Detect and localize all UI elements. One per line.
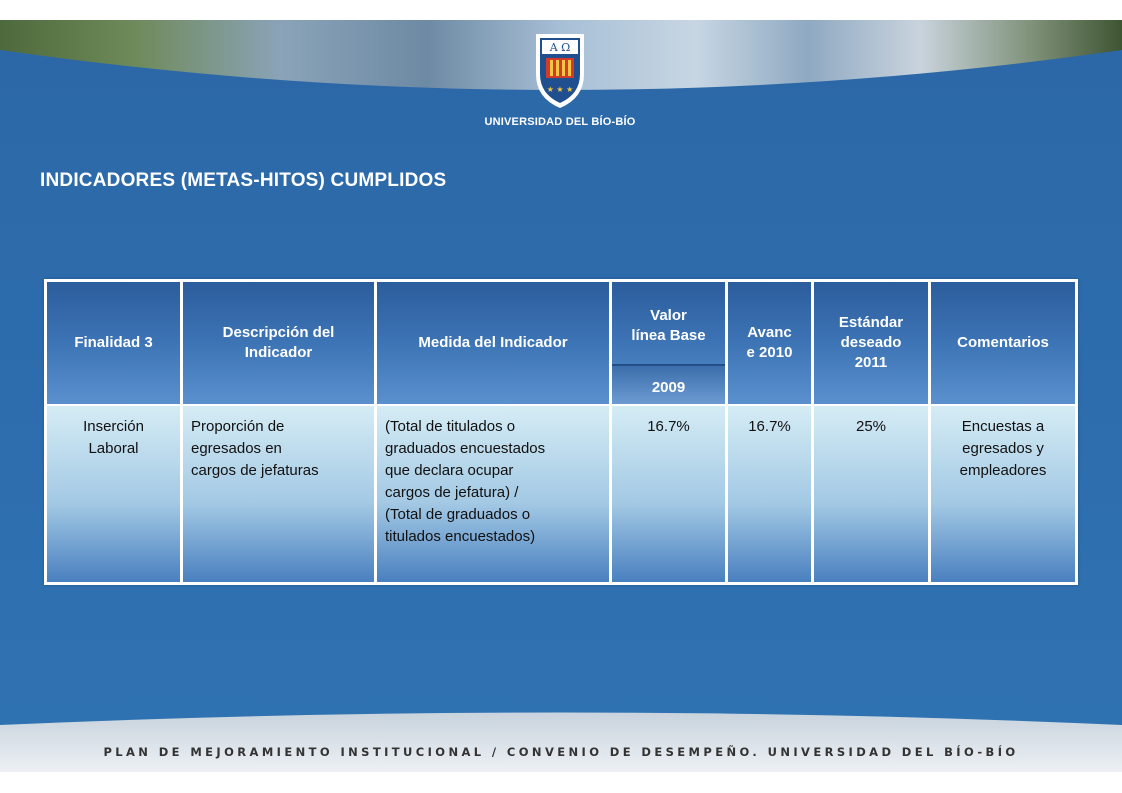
cell-estandar: 25%	[814, 406, 928, 582]
header-comentarios: Comentarios	[931, 282, 1075, 404]
cell-medida: (Total de titulados o graduados encuesta…	[377, 406, 609, 582]
header-descripcion-line2: Indicador	[244, 344, 313, 361]
indicators-table: Finalidad 3 Descripción del Indicador Me…	[44, 279, 1078, 585]
cell-medida-line4: cargos de jefatura) /	[385, 484, 519, 501]
cell-comentarios-line2: egresados y	[962, 440, 1044, 457]
svg-text:★ ★ ★: ★ ★ ★	[547, 85, 574, 94]
header-estandar: Estándar deseado 2011	[814, 282, 928, 404]
cell-finalidad-line1: Inserción	[83, 418, 144, 435]
header-avance-line2: e 2010	[746, 344, 793, 361]
column-divider	[180, 282, 183, 582]
column-divider	[725, 282, 728, 582]
cell-finalidad: Inserción Laboral	[47, 406, 180, 582]
header-row-divider	[47, 404, 1075, 406]
header-avance: Avanc e 2010	[728, 282, 811, 404]
cell-finalidad-line2: Laboral	[88, 440, 139, 457]
header-estandar-line2: deseado	[840, 334, 902, 351]
cell-comentarios-line3: empleadores	[959, 462, 1047, 479]
header-estandar-line3: 2011	[854, 354, 888, 371]
column-divider	[374, 282, 377, 582]
header-medida: Medida del Indicador	[377, 282, 609, 404]
cell-valor-value: 16.7%	[647, 418, 690, 435]
header-descripcion: Descripción del Indicador	[183, 282, 374, 404]
header-valor-line1: Valor	[650, 307, 687, 324]
header-valor-year: 2009	[651, 379, 686, 396]
header-valor: Valor línea Base 2009	[612, 282, 725, 404]
column-divider	[609, 282, 612, 582]
header-finalidad: Finalidad 3	[47, 282, 180, 404]
header-medida-label: Medida del Indicador	[418, 334, 568, 351]
header-comentarios-label: Comentarios	[957, 334, 1049, 351]
cell-avance-value: 16.7%	[748, 418, 791, 435]
cell-avance: 16.7%	[728, 406, 811, 582]
cell-medida-line1: (Total de titulados o	[385, 418, 516, 435]
cell-descripcion-line2: egresados en	[191, 440, 282, 457]
slide-title: INDICADORES (METAS-HITOS) CUMPLIDOS	[40, 170, 447, 191]
cell-medida-line3: que declara ocupar	[385, 462, 514, 479]
header-avance-line1: Avanc	[747, 324, 792, 341]
cell-descripcion-line1: Proporción de	[191, 418, 285, 435]
cell-medida-line2: graduados encuestados	[385, 440, 546, 457]
logo-letters: A Ω	[549, 41, 571, 54]
cell-comentarios-line1: Encuestas a	[961, 418, 1045, 435]
footer-text: PLAN DE MEJORAMIENTO INSTITUCIONAL / CON…	[103, 745, 1019, 759]
header-descripcion-line1: Descripción del	[222, 324, 335, 341]
cell-valor: 16.7%	[612, 406, 725, 582]
cell-descripcion: Proporción de egresados en cargos de jef…	[183, 406, 374, 582]
cell-medida-line6: titulados encuestados)	[385, 528, 536, 545]
university-name: UNIVERSIDAD DEL BÍO-BÍO	[484, 116, 636, 128]
header-estandar-line1: Estándar	[838, 314, 904, 331]
cell-comentarios: Encuestas a egresados y empleadores	[931, 406, 1075, 582]
university-logo: A Ω ★ ★ ★	[536, 34, 584, 108]
header-valor-line2: línea Base	[631, 327, 706, 344]
cell-descripcion-line3: cargos de jefaturas	[191, 462, 319, 479]
header-finalidad-label: Finalidad 3	[74, 334, 153, 351]
cell-estandar-value: 25%	[855, 418, 887, 435]
cell-medida-line5: (Total de graduados o	[385, 506, 531, 523]
column-divider	[928, 282, 931, 582]
column-divider	[811, 282, 814, 582]
